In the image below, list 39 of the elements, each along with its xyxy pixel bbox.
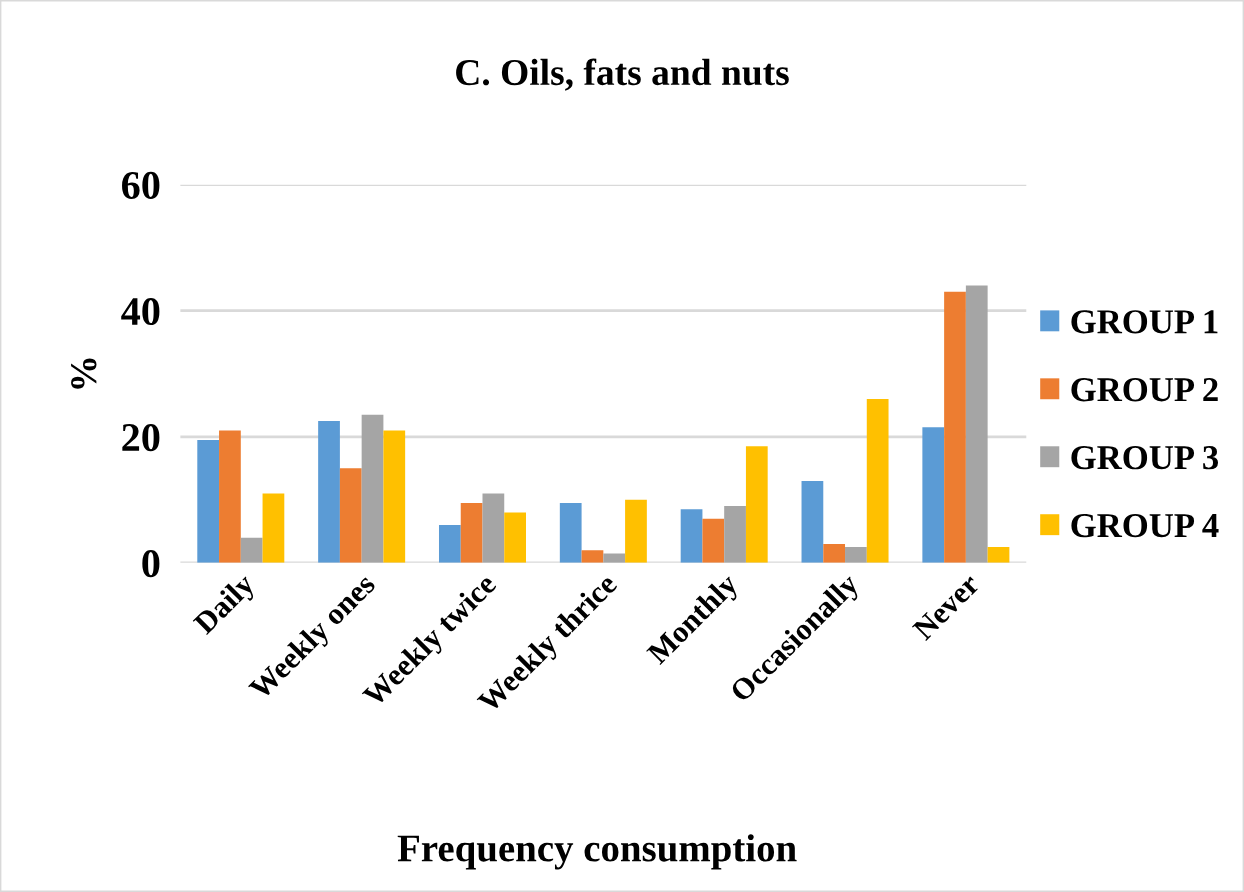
bar	[745, 446, 768, 563]
bar	[383, 430, 406, 563]
legend-label: GROUP 3	[1071, 446, 1219, 470]
bar	[965, 285, 988, 563]
y-tick-label: 20	[122, 423, 160, 452]
bar	[240, 537, 263, 563]
y-tick-label: 60	[122, 171, 160, 200]
bar	[482, 493, 505, 563]
bar	[438, 525, 461, 563]
bar	[944, 291, 966, 563]
bar	[460, 502, 483, 563]
bar	[603, 553, 626, 563]
bar	[197, 439, 220, 563]
bar	[339, 468, 362, 563]
bar	[504, 512, 526, 563]
y-axis-title: %	[71, 358, 97, 389]
bar	[581, 550, 604, 563]
bar	[625, 499, 647, 563]
bar	[823, 543, 846, 563]
legend-label: GROUP 2	[1071, 378, 1218, 402]
bar	[680, 509, 703, 563]
y-tick-label: 40	[121, 297, 160, 326]
bar	[318, 421, 340, 563]
bar	[559, 502, 582, 563]
bar	[866, 398, 889, 563]
bar	[801, 480, 824, 563]
bar	[724, 506, 746, 563]
bar	[922, 427, 945, 563]
bar	[361, 414, 384, 563]
x-axis-title: Frequency consumption	[397, 834, 797, 870]
chart-title: C. Oils, fats and nuts	[456, 58, 789, 91]
bar	[262, 493, 285, 563]
bar	[702, 518, 725, 563]
y-tick-label: 0	[142, 550, 160, 578]
bar	[845, 547, 867, 563]
legend-label: GROUP 4	[1071, 513, 1219, 538]
bar	[987, 547, 1010, 563]
legend-label: GROUP 1	[1071, 310, 1218, 334]
bar	[219, 430, 241, 563]
